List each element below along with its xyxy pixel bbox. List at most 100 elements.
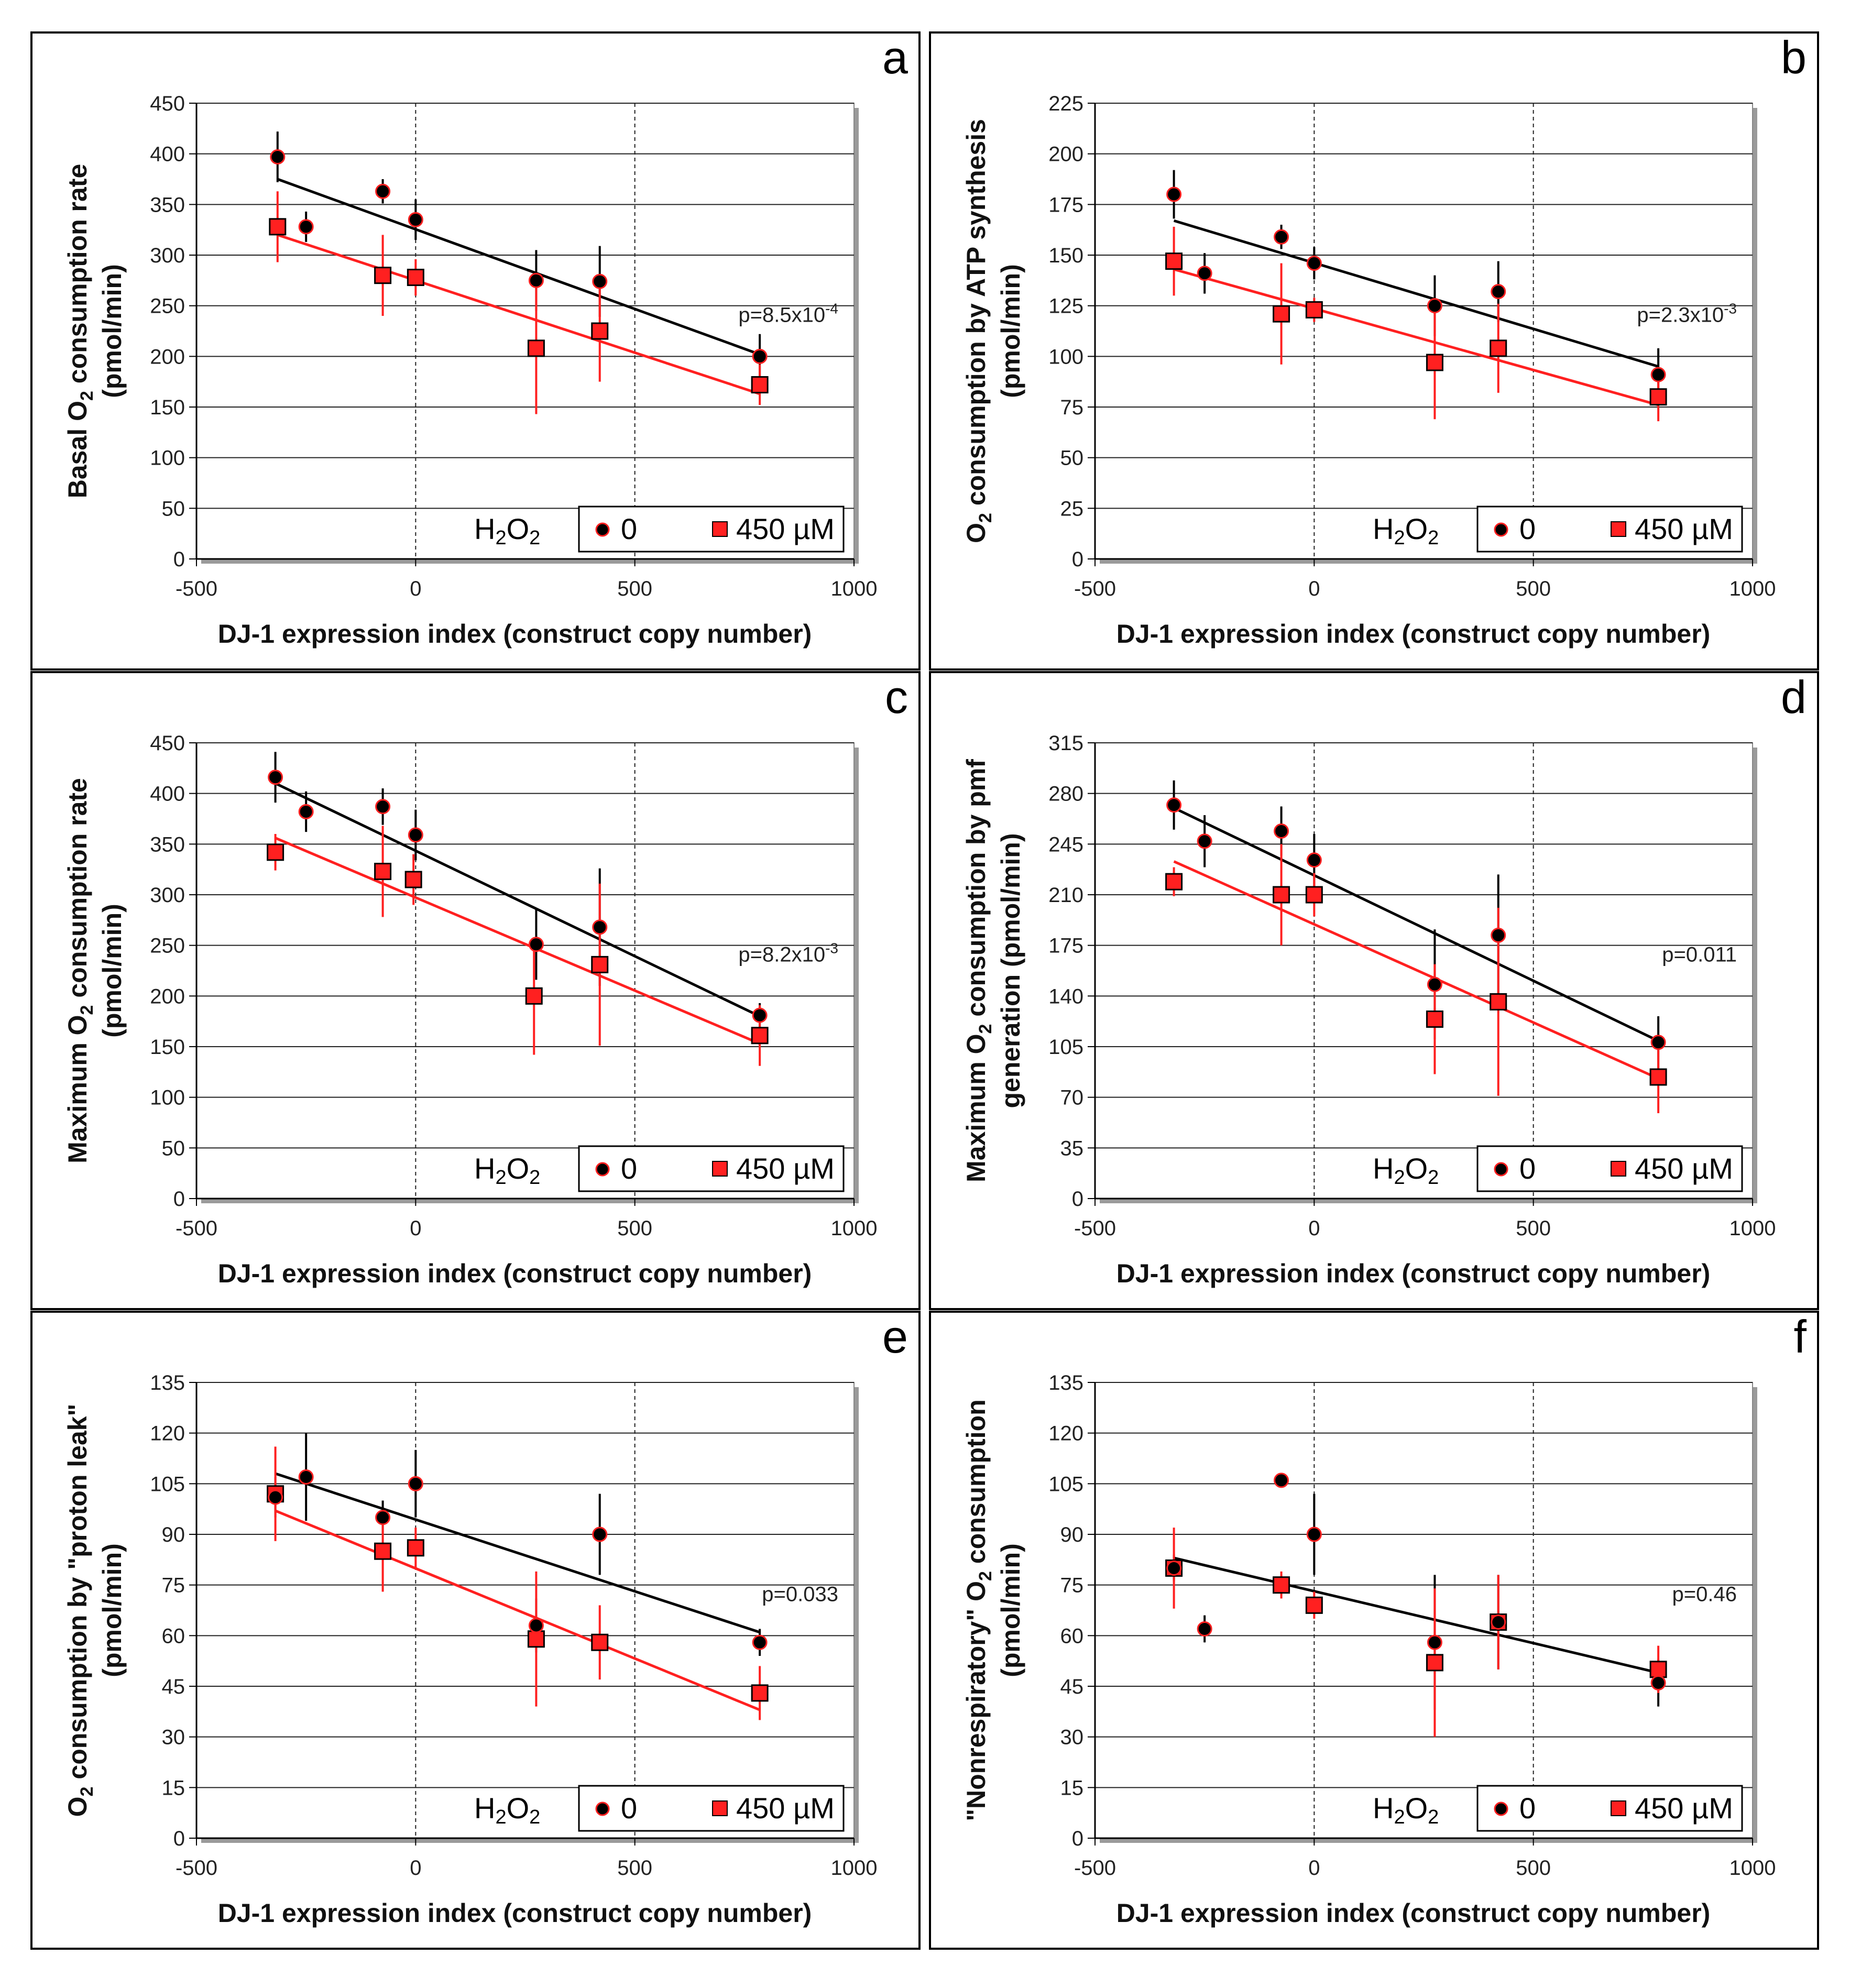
data-point-0	[375, 183, 391, 199]
data-point-0	[375, 799, 391, 815]
data-point-0	[1491, 927, 1506, 943]
data-point-0	[1166, 1560, 1182, 1576]
legend-box	[1476, 506, 1743, 553]
y-tick-label: 75	[1060, 396, 1084, 419]
y-axis-label: "Nonrespiratory" O2 consumption(pmol/min…	[961, 1399, 1025, 1821]
legend-label-0: 0	[621, 1792, 637, 1825]
chart-panel-f: 0 15 30 45 60 75 90 105 120 135 -500 0 500 1000 p=0.46…	[929, 1311, 1819, 1950]
y-tick-label: 0	[1072, 1827, 1083, 1850]
data-point-0	[408, 1476, 423, 1491]
data-point-450uM	[374, 267, 392, 284]
y-tick-label: 140	[1048, 985, 1083, 1008]
panel-letter: f	[1794, 1311, 1807, 1363]
y-tick-label: 100	[150, 447, 185, 470]
plot-area	[1094, 742, 1753, 1199]
data-point-450uM	[1273, 305, 1290, 323]
y-tick-label: 200	[150, 985, 185, 1008]
data-point-0	[528, 937, 544, 952]
x-tick-label: -500	[176, 1217, 217, 1240]
y-tick-label: 135	[1048, 1371, 1083, 1394]
data-point-450uM	[591, 955, 609, 973]
data-point-0	[1306, 1526, 1322, 1542]
x-tick-label: 500	[617, 1217, 652, 1240]
x-tick-label: 500	[1516, 577, 1551, 600]
data-point-0	[1650, 1035, 1666, 1050]
legend-label-0: 0	[1519, 512, 1536, 545]
p-value-label: p=0.46	[1672, 1583, 1737, 1606]
chart-panel-e: 0 15 30 45 60 75 90 105 120 135 -500 0 500 1000 p=0.03…	[30, 1311, 921, 1950]
legend: H2O2 0 450 µM	[474, 1785, 845, 1832]
x-axis-label: DJ-1 expression index (construct copy nu…	[1116, 1898, 1711, 1928]
data-point-450uM	[1490, 993, 1507, 1011]
y-tick-label: 30	[162, 1726, 185, 1749]
y-tick-label: 450	[150, 92, 185, 115]
regression-line-treated	[275, 837, 761, 1045]
data-point-450uM	[1649, 1661, 1667, 1678]
x-tick-label: 1000	[1729, 577, 1776, 600]
panel-letter: b	[1781, 31, 1807, 83]
data-point-450uM	[1426, 1654, 1443, 1672]
x-tick-label: 0	[1308, 577, 1320, 600]
y-tick-label: 120	[1048, 1422, 1083, 1445]
plot-area	[196, 742, 855, 1199]
data-point-0	[1427, 976, 1442, 992]
data-point-450uM	[1273, 886, 1290, 904]
y-tick-label: 0	[173, 1827, 185, 1850]
y-tick-label: 200	[150, 345, 185, 368]
legend: H2O2 0 450 µM	[1373, 1145, 1743, 1192]
data-point-0	[752, 1634, 768, 1650]
y-tick-label: 120	[150, 1422, 185, 1445]
data-point-0	[1427, 298, 1442, 314]
data-point-450uM	[751, 1027, 769, 1045]
legend-marker-450uM	[712, 1161, 728, 1177]
legend-box	[578, 1785, 845, 1832]
data-point-0	[1306, 255, 1322, 271]
x-tick-label: -500	[176, 577, 217, 600]
legend-box	[1476, 1145, 1743, 1192]
x-axis-label: DJ-1 expression index (construct copy nu…	[1116, 619, 1711, 649]
legend-label-0: 0	[621, 1152, 637, 1185]
y-tick-label: 70	[1060, 1086, 1084, 1110]
legend-marker-0	[1494, 1162, 1508, 1177]
data-point-450uM	[527, 1630, 545, 1648]
legend: H2O2 0 450 µM	[474, 506, 845, 553]
y-tick-label: 25	[1060, 497, 1084, 520]
y-tick-label: 400	[150, 143, 185, 166]
y-tick-label: 60	[1060, 1624, 1084, 1647]
p-value-label: p=2.3x10-3	[1637, 301, 1737, 327]
x-tick-label: 1000	[831, 577, 878, 600]
regression-line-control	[275, 782, 761, 1018]
data-point-0	[1491, 1614, 1506, 1630]
data-point-450uM	[751, 376, 769, 393]
data-point-450uM	[1305, 301, 1323, 318]
p-value-label: p=0.011	[1662, 943, 1737, 966]
y-tick-label: 210	[1048, 884, 1083, 907]
x-tick-label: -500	[1074, 1217, 1116, 1240]
legend-label-450uM: 450 µM	[1635, 512, 1733, 545]
legend-marker-0	[595, 1162, 610, 1177]
x-tick-label: 0	[410, 577, 421, 600]
x-tick-label: 1000	[831, 1217, 878, 1240]
x-axis-label: DJ-1 expression index (construct copy nu…	[218, 619, 812, 649]
y-tick-label: 135	[150, 1371, 185, 1394]
data-point-0	[375, 1510, 391, 1525]
legend-title: H2O2	[1373, 1152, 1439, 1189]
data-point-0	[592, 919, 608, 935]
panel-letter: e	[882, 1311, 908, 1363]
legend: H2O2 0 450 µM	[474, 1145, 845, 1192]
legend: H2O2 0 450 µM	[1373, 1785, 1743, 1832]
data-point-0	[1650, 1675, 1666, 1691]
data-point-450uM	[1273, 1576, 1290, 1594]
data-point-0	[1427, 1634, 1442, 1650]
legend-label-450uM: 450 µM	[736, 1152, 835, 1185]
data-point-0	[1197, 1621, 1212, 1636]
legend-marker-0	[595, 522, 610, 537]
x-tick-label: 500	[617, 577, 652, 600]
data-point-0	[752, 1007, 768, 1023]
legend-label-450uM: 450 µM	[736, 512, 835, 545]
legend-label-450uM: 450 µM	[736, 1792, 835, 1825]
x-tick-label: -500	[176, 1857, 217, 1880]
legend-title: H2O2	[474, 512, 540, 549]
y-tick-label: 175	[1048, 193, 1083, 216]
data-point-450uM	[404, 871, 422, 888]
